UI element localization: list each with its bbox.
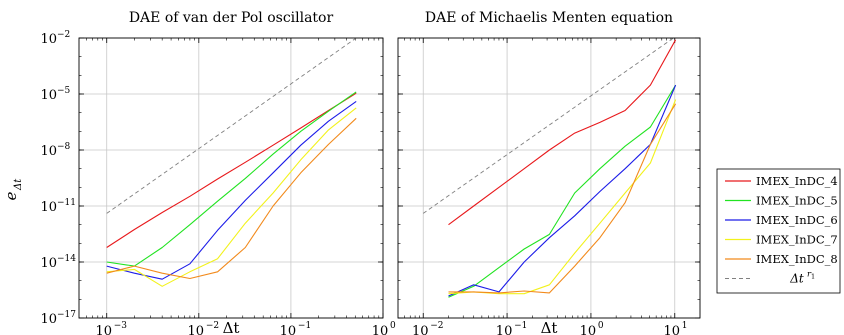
x-tick-label: 10 — [372, 324, 389, 335]
x-tick-label: 10 — [496, 324, 513, 335]
x-tick-label-exponent: 0 — [598, 321, 604, 331]
x-tick-label: 10 — [188, 324, 205, 335]
legend-item: IMEX_InDC_7 — [725, 233, 838, 247]
plot-frame — [397, 37, 701, 319]
legend-item: IMEX_InDC_6 — [725, 213, 838, 227]
x-tick-label: 10 — [280, 324, 297, 335]
series-line-imex-indc-8 — [106, 117, 357, 280]
legend-frame — [716, 168, 841, 294]
y-axis-label-main: e — [2, 191, 20, 200]
x-tick-label: 10 — [412, 324, 429, 335]
legend-item: IMEX_InDC_8 — [725, 252, 838, 266]
y-tick-label-exponent: −11 — [57, 198, 76, 208]
x-tick-label-exponent: −1 — [514, 321, 527, 331]
x-tick-label-exponent: −1 — [298, 321, 311, 331]
x-tick-label-exponent: 0 — [390, 321, 396, 331]
legend-label-exponent-sub: 1 — [811, 273, 815, 281]
series-line--t-r1 — [422, 38, 675, 214]
y-tick-label-exponent: −14 — [57, 254, 76, 264]
series-line-imex-indc-4 — [106, 92, 357, 248]
x-axis-label: Δt — [541, 319, 558, 335]
series-line-imex-indc-7 — [106, 107, 357, 287]
y-tick-label: 10 — [40, 32, 57, 47]
y-axis-label: e Δt — [2, 178, 24, 201]
chart-title: DAE of van der Pol oscillator — [129, 10, 334, 26]
legend-label: IMEX_InDC_5 — [756, 194, 838, 208]
legend-item: IMEX_InDC_4 — [725, 174, 838, 188]
x-tick-label: 10 — [580, 324, 597, 335]
plot-frame — [78, 37, 384, 319]
series-line-imex-indc-6 — [106, 100, 357, 280]
x-tick-label-exponent: −3 — [114, 321, 128, 331]
y-axis-label-sub: Δt — [13, 178, 24, 191]
legend-label-exponent: r — [807, 270, 812, 280]
x-tick-label-exponent: 1 — [682, 321, 688, 331]
series-group — [106, 38, 357, 287]
y-tick-label-exponent: −2 — [57, 30, 70, 40]
legend-label: Δt — [789, 272, 804, 286]
legend: IMEX_InDC_4 IMEX_InDC_5 IMEX_InDC_6 IMEX_In… — [716, 168, 841, 294]
series-line-imex-indc-6 — [448, 84, 677, 297]
series-line-imex-indc-7 — [448, 99, 677, 295]
legend-item: IMEX_InDC_5 — [725, 194, 838, 208]
y-tick-label: 10 — [40, 144, 57, 159]
chart-title: DAE of Michaelis Menten equation — [425, 10, 673, 26]
legend-label: IMEX_InDC_4 — [756, 174, 838, 188]
x-axis-label: Δt — [223, 319, 240, 335]
x-tick-label-exponent: −2 — [430, 321, 443, 331]
x-tick-label: 10 — [95, 324, 112, 335]
legend-label: IMEX_InDC_8 — [756, 252, 838, 266]
y-tick-label: 10 — [40, 88, 57, 103]
x-tick-label: 10 — [663, 324, 680, 335]
series-line-imex-indc-5 — [106, 91, 357, 267]
legend-label: IMEX_InDC_6 — [756, 213, 838, 227]
x-tick-label-exponent: −2 — [206, 321, 219, 331]
y-tick-label-exponent: −17 — [57, 310, 76, 320]
series-line-imex-indc-4 — [448, 39, 677, 226]
y-tick-label-exponent: −5 — [57, 86, 71, 96]
y-tick-label-exponent: −8 — [57, 142, 71, 152]
series-line--t-r1 — [106, 38, 357, 214]
series-group — [422, 38, 677, 298]
y-tick-label: 10 — [40, 256, 57, 271]
y-tick-label: 10 — [40, 312, 57, 327]
legend-label: IMEX_InDC_7 — [756, 233, 838, 247]
y-tick-label: 10 — [40, 200, 57, 215]
series-line-imex-indc-8 — [448, 103, 677, 294]
series-line-imex-indc-5 — [448, 84, 677, 298]
legend-item: Δt r 1 — [725, 270, 815, 286]
